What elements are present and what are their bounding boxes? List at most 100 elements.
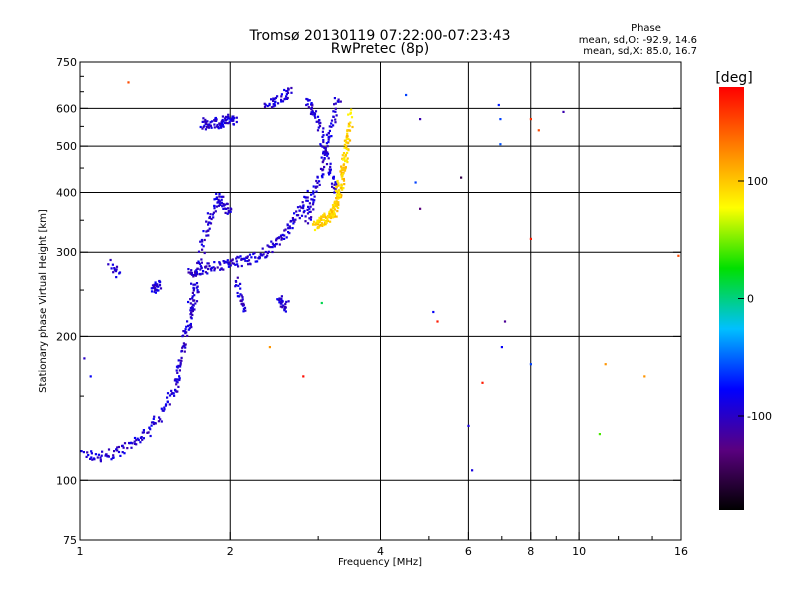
data-point bbox=[199, 268, 202, 271]
data-point bbox=[346, 129, 349, 132]
data-point bbox=[306, 208, 309, 211]
data-point bbox=[346, 161, 349, 164]
data-point bbox=[208, 216, 212, 219]
data-point bbox=[329, 214, 332, 217]
data-point bbox=[351, 125, 354, 129]
data-point bbox=[135, 443, 138, 446]
data-point bbox=[202, 230, 205, 233]
data-point bbox=[230, 208, 233, 211]
data-point bbox=[89, 457, 92, 460]
data-point bbox=[191, 309, 194, 313]
data-point bbox=[193, 308, 196, 311]
data-point bbox=[200, 238, 203, 242]
x-tick-label: 16 bbox=[674, 545, 688, 558]
data-point bbox=[316, 129, 320, 132]
data-point bbox=[227, 209, 230, 213]
data-point bbox=[322, 152, 325, 155]
chart-title: Tromsø 20130119 07:22:00-07:23:43 bbox=[249, 28, 511, 44]
data-point bbox=[189, 316, 192, 319]
data-point bbox=[130, 441, 133, 444]
data-point bbox=[270, 106, 274, 109]
data-point bbox=[205, 121, 208, 125]
data-point bbox=[109, 258, 112, 262]
data-point bbox=[471, 469, 474, 472]
data-point bbox=[315, 222, 318, 225]
data-point bbox=[209, 222, 213, 225]
data-point bbox=[157, 285, 160, 288]
data-point bbox=[85, 455, 88, 458]
data-point bbox=[337, 98, 340, 101]
data-point bbox=[192, 289, 195, 292]
data-point bbox=[271, 242, 274, 245]
data-point bbox=[280, 100, 283, 103]
data-point bbox=[330, 122, 333, 125]
data-point bbox=[287, 87, 290, 90]
data-point bbox=[208, 265, 211, 268]
data-point bbox=[122, 446, 125, 449]
data-point bbox=[223, 117, 227, 120]
data-point bbox=[210, 269, 213, 272]
data-point bbox=[82, 451, 85, 454]
data-point bbox=[499, 118, 502, 121]
data-point bbox=[235, 260, 238, 263]
data-point bbox=[320, 144, 323, 147]
data-point bbox=[414, 181, 417, 184]
data-point bbox=[342, 179, 346, 182]
data-point bbox=[264, 250, 267, 254]
data-point bbox=[186, 334, 189, 337]
data-point bbox=[243, 306, 247, 309]
x-tick-label: 4 bbox=[377, 545, 384, 558]
data-point bbox=[337, 197, 340, 200]
data-point bbox=[304, 215, 307, 218]
data-point bbox=[320, 156, 323, 159]
data-point bbox=[330, 125, 333, 128]
data-point bbox=[208, 227, 211, 230]
data-point bbox=[239, 293, 242, 296]
data-point bbox=[107, 448, 111, 451]
data-point bbox=[331, 204, 335, 207]
data-point bbox=[537, 129, 540, 132]
data-point bbox=[279, 305, 282, 308]
data-point bbox=[318, 119, 321, 122]
data-point bbox=[220, 198, 223, 201]
data-point bbox=[305, 199, 308, 202]
data-point bbox=[204, 265, 207, 268]
data-point bbox=[329, 220, 332, 223]
data-point bbox=[221, 205, 224, 208]
data-point bbox=[497, 103, 500, 107]
data-point bbox=[316, 120, 319, 123]
data-point bbox=[319, 167, 323, 170]
data-point bbox=[183, 350, 186, 353]
data-point bbox=[139, 441, 142, 444]
data-point bbox=[87, 454, 90, 457]
data-point bbox=[217, 204, 220, 207]
data-point bbox=[344, 166, 347, 169]
data-point bbox=[286, 224, 289, 227]
data-point bbox=[149, 434, 152, 438]
data-point bbox=[226, 118, 229, 121]
data-point bbox=[156, 285, 159, 288]
data-point bbox=[163, 408, 166, 411]
data-point bbox=[215, 192, 218, 195]
data-point bbox=[201, 127, 204, 130]
data-point bbox=[212, 216, 215, 219]
data-point bbox=[333, 103, 336, 106]
data-point bbox=[202, 270, 205, 273]
data-point bbox=[227, 207, 230, 210]
data-point bbox=[153, 286, 156, 289]
data-point bbox=[284, 97, 287, 100]
data-point bbox=[159, 287, 163, 290]
data-point bbox=[267, 245, 270, 248]
data-point bbox=[342, 158, 345, 161]
data-point bbox=[303, 209, 306, 213]
data-point bbox=[133, 440, 136, 443]
data-point bbox=[350, 116, 354, 119]
data-point bbox=[182, 342, 185, 345]
data-point bbox=[191, 306, 194, 309]
data-point bbox=[343, 156, 346, 159]
data-point bbox=[275, 237, 278, 240]
data-point bbox=[187, 271, 190, 274]
data-point bbox=[308, 210, 311, 213]
data-point bbox=[203, 124, 206, 127]
data-point bbox=[338, 191, 341, 194]
